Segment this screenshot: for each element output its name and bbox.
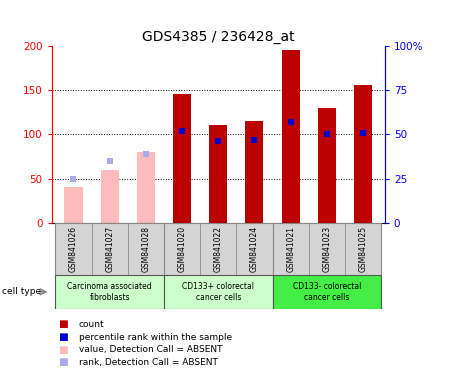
Text: ■: ■ [58,319,68,329]
Text: CD133+ colorectal
cancer cells: CD133+ colorectal cancer cells [182,282,254,302]
Bar [282,50,300,223]
Bar [209,125,227,223]
Text: GSM841022: GSM841022 [214,226,223,271]
Bar [64,187,82,223]
Title: GDS4385 / 236428_at: GDS4385 / 236428_at [142,30,295,44]
Bar [200,223,236,275]
Text: GSM841026: GSM841026 [69,225,78,272]
Bar [91,223,128,275]
Bar [173,94,191,223]
Text: CD133- colorectal
cancer cells: CD133- colorectal cancer cells [292,282,361,302]
Text: Carcinoma associated
fibroblasts: Carcinoma associated fibroblasts [68,282,152,302]
Text: ■: ■ [58,332,68,342]
Bar [245,121,264,223]
Bar [128,223,164,275]
Bar [318,108,336,223]
Bar [354,85,372,223]
Bar [137,152,155,223]
Text: rank, Detection Call = ABSENT: rank, Detection Call = ABSENT [79,358,218,367]
Text: GSM841027: GSM841027 [105,225,114,272]
Text: GSM841028: GSM841028 [141,226,150,271]
Bar [55,275,164,309]
Bar [345,223,381,275]
Bar [273,275,381,309]
Text: ■: ■ [58,358,68,367]
Bar [101,170,119,223]
Text: cell type: cell type [2,287,41,296]
Bar [164,275,273,309]
Text: GSM841023: GSM841023 [322,225,331,272]
Bar [273,223,309,275]
Text: GSM841025: GSM841025 [359,225,368,272]
Text: percentile rank within the sample: percentile rank within the sample [79,333,232,342]
Text: GSM841024: GSM841024 [250,225,259,272]
Bar [309,223,345,275]
Text: value, Detection Call = ABSENT: value, Detection Call = ABSENT [79,345,222,354]
Text: ■: ■ [58,345,68,355]
Bar [236,223,273,275]
Bar [164,223,200,275]
Bar [55,223,91,275]
Text: GSM841021: GSM841021 [286,226,295,271]
Text: GSM841020: GSM841020 [178,225,187,272]
Text: count: count [79,320,104,329]
